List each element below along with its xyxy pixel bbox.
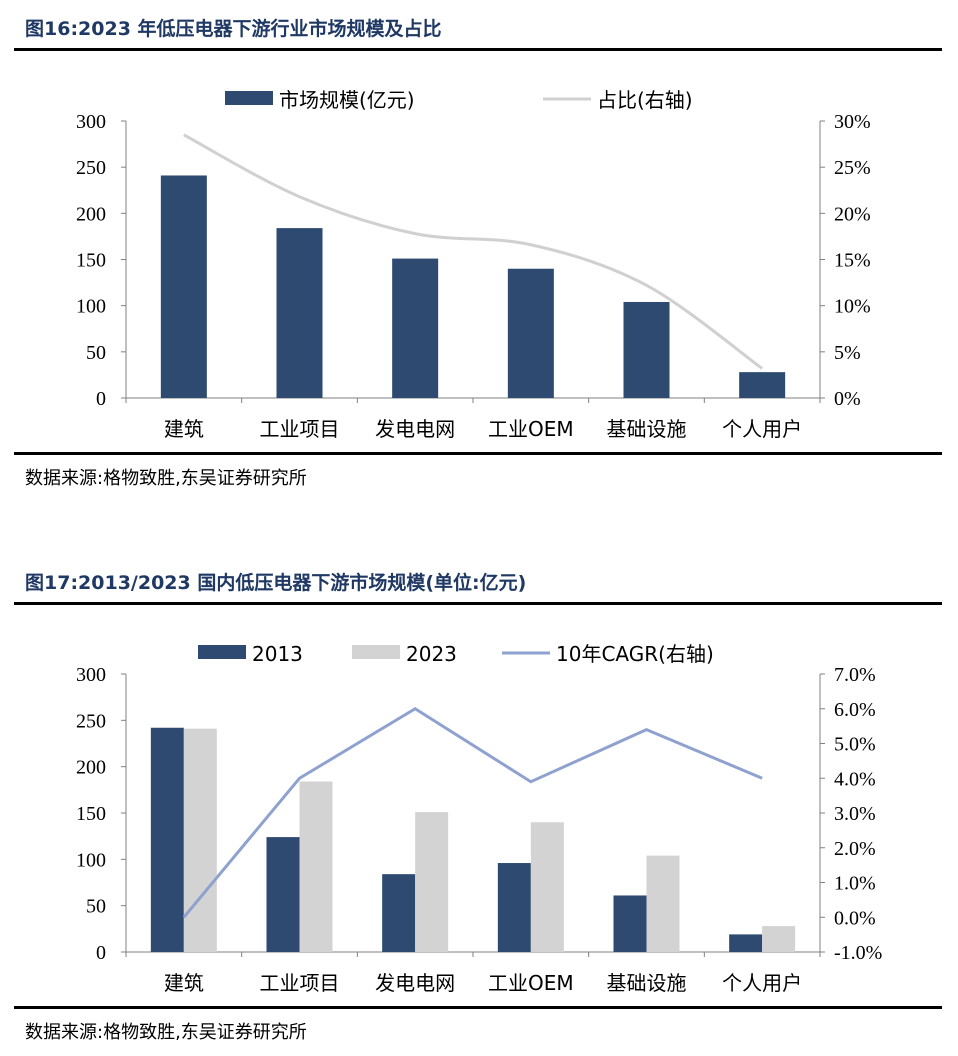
figure-17-title: 图17:2013/2023 国内低压电器下游市场规模(单位:亿元) <box>25 572 527 594</box>
legend-swatch-2013 <box>198 645 246 659</box>
y-right-tick-label: 4.0% <box>834 768 876 790</box>
x-tick-label: 建筑 <box>164 971 204 995</box>
x-tick-label: 发电电网 <box>375 971 455 995</box>
y-left-tick-label: 0 <box>96 388 106 410</box>
bar-2013 <box>613 895 647 952</box>
y-right-tick-label: 5.0% <box>834 734 876 756</box>
bar-2023 <box>299 781 333 952</box>
figure-16-title: 图16:2023 年低压电器下游行业市场规模及占比 <box>25 18 442 40</box>
y-left-tick-label: 150 <box>76 803 106 825</box>
y-left-tick-label: 150 <box>76 250 106 272</box>
bar-2013 <box>382 874 416 952</box>
legend-label: 10年CAGR(右轴) <box>556 642 714 666</box>
figure-17-source: 数据来源:格物致胜,东吴证券研究所 <box>25 1022 307 1043</box>
y-left-tick-label: 200 <box>76 757 106 779</box>
legend-label: 市场规模(亿元) <box>279 88 415 112</box>
x-tick-label: 发电电网 <box>375 417 455 441</box>
x-tick-label: 个人用户 <box>722 971 802 995</box>
y-right-tick-label: 10% <box>834 296 871 318</box>
y-right-tick-label: 25% <box>834 157 871 179</box>
chart-2013-2023-market-size: 0 50 100 150 200 250 300 -1.0% 0.0% 1.0% 2.0% 3.0% 4… <box>76 642 882 995</box>
legend-swatch-市场规模(亿元) <box>225 91 273 105</box>
y-left-tick-label: 100 <box>76 849 106 871</box>
bar-2023 <box>646 855 680 952</box>
bar-2023 <box>530 822 564 952</box>
legend-label: 2023 <box>406 642 457 666</box>
x-tick-label: 建筑 <box>164 417 204 441</box>
bar-市场规模(亿元) <box>739 372 786 398</box>
bar-2023 <box>415 812 449 952</box>
x-tick-label: 工业OEM <box>488 417 574 441</box>
y-right-tick-label: 30% <box>834 111 871 133</box>
bar-市场规模(亿元) <box>623 301 670 398</box>
bar-2013 <box>497 863 531 952</box>
bar-2023 <box>183 728 217 952</box>
legend-label: 占比(右轴) <box>597 88 693 112</box>
source-divider <box>14 452 942 455</box>
bar-2023 <box>762 926 796 952</box>
y-left-tick-label: 300 <box>76 664 106 686</box>
y-left-tick-label: 50 <box>86 342 106 364</box>
line-占比(右轴) <box>183 133 764 370</box>
y-left-tick-label: 100 <box>76 296 106 318</box>
x-tick-label: 工业OEM <box>488 971 574 995</box>
y-right-tick-label: -1.0% <box>834 942 882 964</box>
chart-market-size-share: 0 50 100 150 200 250 300 0% 5% 10% 15% 20% 25% 30% 建筑 工… <box>76 88 871 441</box>
bar-2013 <box>729 934 763 952</box>
figure-16-source: 数据来源:格物致胜,东吴证券研究所 <box>25 468 307 489</box>
x-tick-label: 工业项目 <box>260 971 340 995</box>
y-right-tick-label: 3.0% <box>834 803 876 825</box>
x-tick-label: 基础设施 <box>607 417 687 441</box>
y-left-tick-label: 250 <box>76 710 106 732</box>
bar-市场规模(亿元) <box>392 258 439 398</box>
y-right-tick-label: 5% <box>834 342 861 364</box>
bar-2013 <box>150 727 184 952</box>
x-tick-label: 工业项目 <box>260 417 340 441</box>
x-tick-label: 个人用户 <box>722 417 802 441</box>
y-left-tick-label: 200 <box>76 203 106 225</box>
y-right-tick-label: 0.0% <box>834 907 876 929</box>
legend-label: 2013 <box>252 642 303 666</box>
y-right-tick-label: 2.0% <box>834 838 876 860</box>
source-divider <box>14 1006 942 1009</box>
title-divider <box>14 48 942 51</box>
line-10年CAGR(右轴) <box>182 706 763 919</box>
y-right-tick-label: 7.0% <box>834 664 876 686</box>
bar-市场规模(亿元) <box>507 268 554 398</box>
legend-swatch-2023 <box>352 645 400 659</box>
y-left-tick-label: 0 <box>96 942 106 964</box>
y-right-tick-label: 15% <box>834 250 871 272</box>
bar-2013 <box>266 837 300 952</box>
y-right-tick-label: 1.0% <box>834 873 876 895</box>
y-left-tick-label: 250 <box>76 157 106 179</box>
y-right-tick-label: 6.0% <box>834 699 876 721</box>
title-divider <box>14 602 942 605</box>
bar-市场规模(亿元) <box>160 175 207 398</box>
y-left-tick-label: 300 <box>76 111 106 133</box>
y-right-tick-label: 20% <box>834 203 871 225</box>
bar-市场规模(亿元) <box>276 228 323 398</box>
x-tick-label: 基础设施 <box>607 971 687 995</box>
y-right-tick-label: 0% <box>834 388 861 410</box>
y-left-tick-label: 50 <box>86 896 106 918</box>
